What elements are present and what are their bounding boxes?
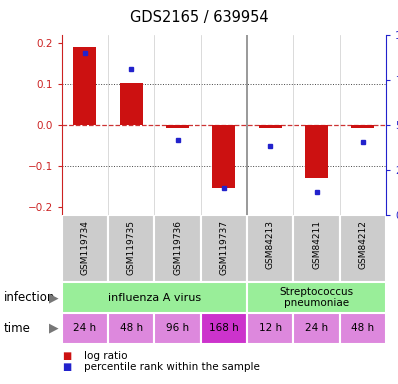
Bar <box>247 282 386 313</box>
Text: log ratio: log ratio <box>84 351 127 361</box>
Text: GSM119737: GSM119737 <box>219 220 228 275</box>
Text: GSM119736: GSM119736 <box>173 220 182 275</box>
Text: GSM119734: GSM119734 <box>80 220 90 275</box>
Text: 24 h: 24 h <box>305 323 328 333</box>
Bar <box>166 125 189 128</box>
Text: 24 h: 24 h <box>73 323 96 333</box>
Text: GSM84213: GSM84213 <box>266 220 275 269</box>
Bar <box>305 125 328 178</box>
Text: GSM119735: GSM119735 <box>127 220 136 275</box>
Bar <box>108 215 154 282</box>
Bar <box>259 125 282 128</box>
Text: GSM84211: GSM84211 <box>312 220 321 269</box>
Text: Streptococcus
pneumoniae: Streptococcus pneumoniae <box>279 287 353 308</box>
Bar <box>247 215 293 282</box>
Bar <box>201 215 247 282</box>
Text: ■: ■ <box>62 351 71 361</box>
Text: time: time <box>4 322 31 335</box>
Bar <box>293 215 340 282</box>
Bar <box>212 125 236 189</box>
Text: GSM84212: GSM84212 <box>358 220 367 269</box>
Bar <box>154 313 201 344</box>
Text: GDS2165 / 639954: GDS2165 / 639954 <box>130 10 268 25</box>
Bar <box>340 313 386 344</box>
Text: 96 h: 96 h <box>166 323 189 333</box>
Text: percentile rank within the sample: percentile rank within the sample <box>84 362 259 372</box>
Bar <box>201 313 247 344</box>
Bar <box>351 125 375 128</box>
Bar <box>62 313 108 344</box>
Text: 12 h: 12 h <box>259 323 282 333</box>
Text: 48 h: 48 h <box>120 323 143 333</box>
Bar <box>108 313 154 344</box>
Text: ■: ■ <box>62 362 71 372</box>
Bar <box>154 215 201 282</box>
Bar <box>340 215 386 282</box>
Text: ▶: ▶ <box>49 322 59 335</box>
Text: influenza A virus: influenza A virus <box>108 293 201 303</box>
Bar <box>293 313 340 344</box>
Text: infection: infection <box>4 291 55 304</box>
Text: 48 h: 48 h <box>351 323 375 333</box>
Bar <box>62 215 108 282</box>
Text: 168 h: 168 h <box>209 323 239 333</box>
Bar <box>73 47 96 125</box>
Text: ▶: ▶ <box>49 291 59 304</box>
Bar <box>120 83 143 125</box>
Bar <box>247 313 293 344</box>
Bar <box>62 282 247 313</box>
